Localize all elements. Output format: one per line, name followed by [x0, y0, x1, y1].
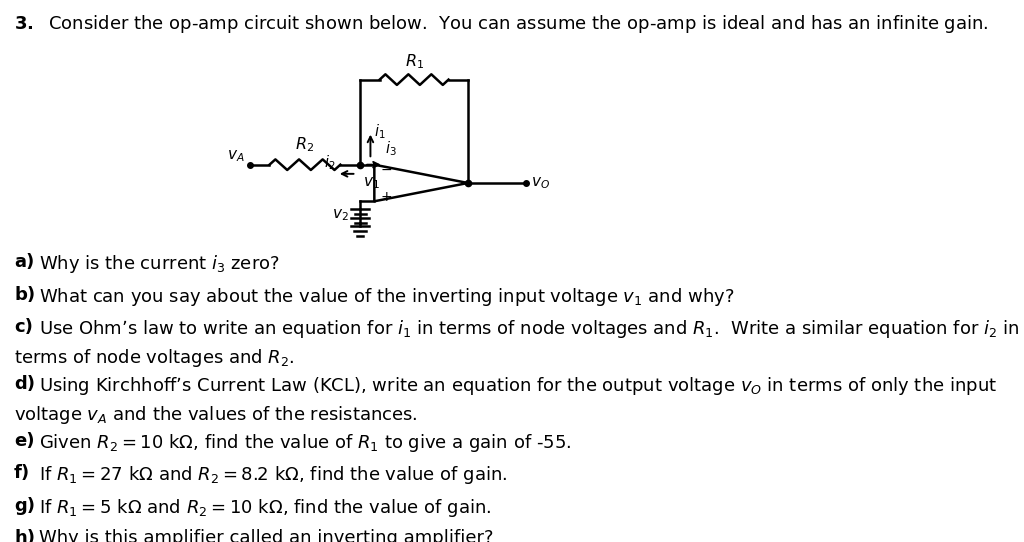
Text: $v_1$: $v_1$	[364, 176, 380, 191]
Text: If $R_1 = 27$ k$\Omega$ and $R_2 = 8.2$ k$\Omega$, find the value of gain.: If $R_1 = 27$ k$\Omega$ and $R_2 = 8.2$ …	[39, 464, 508, 486]
Text: d): d)	[14, 375, 35, 393]
Text: What can you say about the value of the inverting input voltage $v_1$ and why?: What can you say about the value of the …	[39, 286, 734, 308]
Text: $i_1$: $i_1$	[374, 122, 385, 141]
Text: $-$: $-$	[380, 162, 392, 176]
Text: $R_2$: $R_2$	[295, 135, 314, 154]
Text: $+$: $+$	[380, 190, 392, 204]
Text: e): e)	[14, 432, 35, 450]
Text: $i_2$: $i_2$	[324, 153, 335, 172]
Text: Using Kirchhoff’s Current Law (KCL), write an equation for the output voltage $v: Using Kirchhoff’s Current Law (KCL), wri…	[39, 375, 997, 397]
Text: $R_1$: $R_1$	[404, 53, 424, 72]
Text: terms of node voltages and $R_2$.: terms of node voltages and $R_2$.	[14, 347, 295, 369]
Text: $v_A$: $v_A$	[226, 148, 244, 164]
Text: Use Ohm’s law to write an equation for $i_1$ in terms of node voltages and $R_1$: Use Ohm’s law to write an equation for $…	[39, 318, 1019, 340]
Text: $\mathbf{3.}$  Consider the op-amp circuit shown below.  You can assume the op-a: $\mathbf{3.}$ Consider the op-amp circui…	[14, 13, 988, 35]
Text: $v_O$: $v_O$	[531, 175, 550, 191]
Text: Why is the current $i_3$ zero?: Why is the current $i_3$ zero?	[39, 254, 280, 275]
Text: h): h)	[14, 530, 35, 542]
Text: c): c)	[14, 318, 33, 337]
Text: b): b)	[14, 286, 35, 304]
Text: voltage $v_A$ and the values of the resistances.: voltage $v_A$ and the values of the resi…	[14, 404, 418, 426]
Text: $v_2$: $v_2$	[332, 207, 348, 223]
Text: Why is this amplifier called an inverting amplifier?: Why is this amplifier called an invertin…	[39, 530, 494, 542]
Text: If $R_1 = 5$ k$\Omega$ and $R_2 = 10$ k$\Omega$, find the value of gain.: If $R_1 = 5$ k$\Omega$ and $R_2 = 10$ k$…	[39, 497, 492, 519]
Text: f): f)	[14, 464, 30, 482]
Text: g): g)	[14, 497, 35, 515]
Text: $i_3$: $i_3$	[385, 140, 397, 158]
Text: Given $R_2 = 10$ k$\Omega$, find the value of $R_1$ to give a gain of -55.: Given $R_2 = 10$ k$\Omega$, find the val…	[39, 432, 571, 454]
Text: a): a)	[14, 254, 34, 272]
